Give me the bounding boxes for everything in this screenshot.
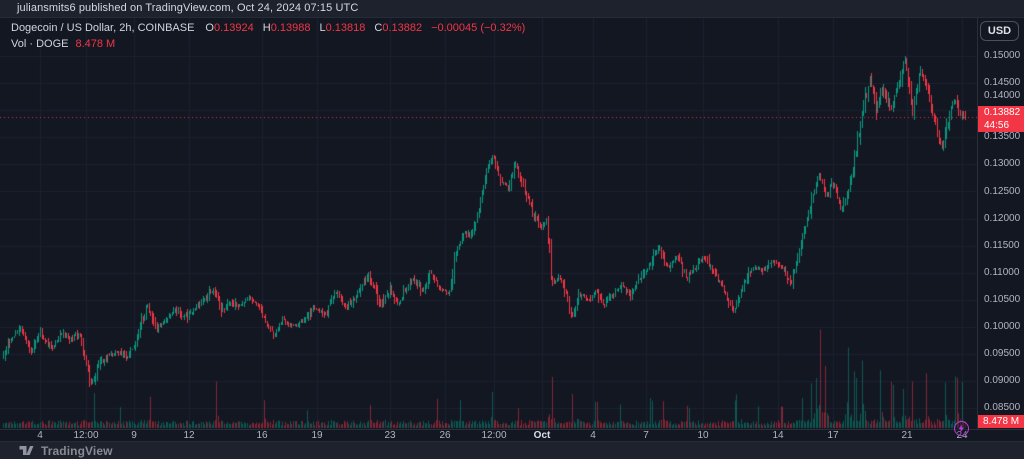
ohlc-item: O0.13924	[205, 22, 254, 34]
time-tick-label: 12:00	[73, 430, 99, 441]
tradingview-logo-icon	[19, 446, 34, 455]
time-tick-label: 16	[256, 430, 268, 441]
time-tick-label: 14	[772, 430, 784, 441]
ohlc-item: H0.13988	[262, 22, 311, 34]
attribution-bar: juliansmits6 published on TradingView.co…	[0, 0, 1024, 18]
price-tick-label: 0.14000	[984, 90, 1021, 101]
ohlc-item: L0.13818	[319, 22, 366, 34]
volume-badge: 8.478 M	[978, 415, 1024, 428]
legend-ohlc-row: Dogecoin / US Dollar, 2h, COINBASE O0.13…	[11, 22, 525, 35]
price-tick-label: 0.15000	[984, 50, 1021, 61]
price-tick-label: 0.14500	[984, 77, 1021, 89]
time-axis[interactable]: 4 12:00 9 12 16 19 23 26 12:00 Oct 4 7 10 14 17 21 24	[0, 429, 1024, 441]
ohlc-item: C0.13882	[374, 22, 423, 34]
ohlc-values: O0.13924 H0.13988 L0.13818 C0.13882	[205, 22, 422, 35]
time-tick-label: 17	[827, 430, 839, 441]
time-tick-label: 9	[131, 430, 137, 441]
candlestick-canvas[interactable]	[0, 18, 977, 429]
time-tick-label: Oct	[533, 430, 551, 441]
time-tick-label: 4	[37, 430, 43, 441]
price-axis[interactable]: USD 0.13882 44:56 8.478 M 0.15000 0.14500…	[977, 18, 1024, 429]
tradingview-brand-text: TradingView	[41, 443, 113, 458]
price-tick-label: 0.12500	[984, 185, 1021, 197]
time-tick-label: 19	[311, 430, 323, 441]
price-tick-label: 0.12000	[984, 212, 1021, 224]
currency-toggle-button[interactable]: USD	[980, 21, 1019, 41]
change-value: −0.00045 (−0.32%)	[431, 22, 526, 34]
volume-series-value: 8.478 M	[75, 38, 116, 50]
time-tick-label: 4	[590, 430, 596, 441]
symbol-legend: Dogecoin / US Dollar, 2h, COINBASE O0.13…	[11, 22, 525, 51]
price-tick-label: 0.13000	[984, 158, 1021, 170]
time-tick-label: 10	[697, 430, 709, 441]
legend-volume-row: Vol · DOGE 8.478 M	[11, 38, 525, 51]
last-price-label: 0.13882 44:56	[978, 106, 1024, 132]
time-tick-label: 7	[643, 430, 649, 441]
price-tick-label: 0.09000	[984, 375, 1021, 387]
time-tick-label: 21	[901, 430, 913, 441]
price-tick-label: 0.10000	[984, 321, 1021, 332]
symbol-title: Dogecoin / US Dollar, 2h, COINBASE	[11, 22, 195, 34]
boost-lightning-icon[interactable]	[954, 421, 969, 436]
price-tick-label: 0.09500	[984, 348, 1021, 360]
last-price-value: 0.13882	[984, 107, 1021, 118]
attribution-text: juliansmits6 published on TradingView.co…	[17, 2, 359, 14]
volume-series-label: Vol · DOGE	[11, 38, 69, 50]
lightning-bolt-glyph	[958, 424, 965, 433]
price-tick-label: 0.11500	[984, 239, 1020, 251]
footer-bar: TradingView	[0, 441, 1024, 459]
time-tick-label: 12	[183, 430, 195, 441]
price-tick-label: 0.13500	[984, 131, 1021, 143]
price-tick-label: 0.08500	[984, 402, 1021, 414]
time-tick-label: 12:00	[481, 430, 507, 441]
time-tick-label: 23	[384, 430, 396, 441]
price-tick-label: 0.11000	[984, 266, 1020, 278]
time-tick-label: 26	[439, 430, 451, 441]
bar-countdown: 44:56	[984, 120, 1010, 131]
chart-pane[interactable]: Dogecoin / US Dollar, 2h, COINBASE O0.13…	[0, 18, 977, 436]
price-tick-label: 0.10500	[984, 293, 1021, 305]
